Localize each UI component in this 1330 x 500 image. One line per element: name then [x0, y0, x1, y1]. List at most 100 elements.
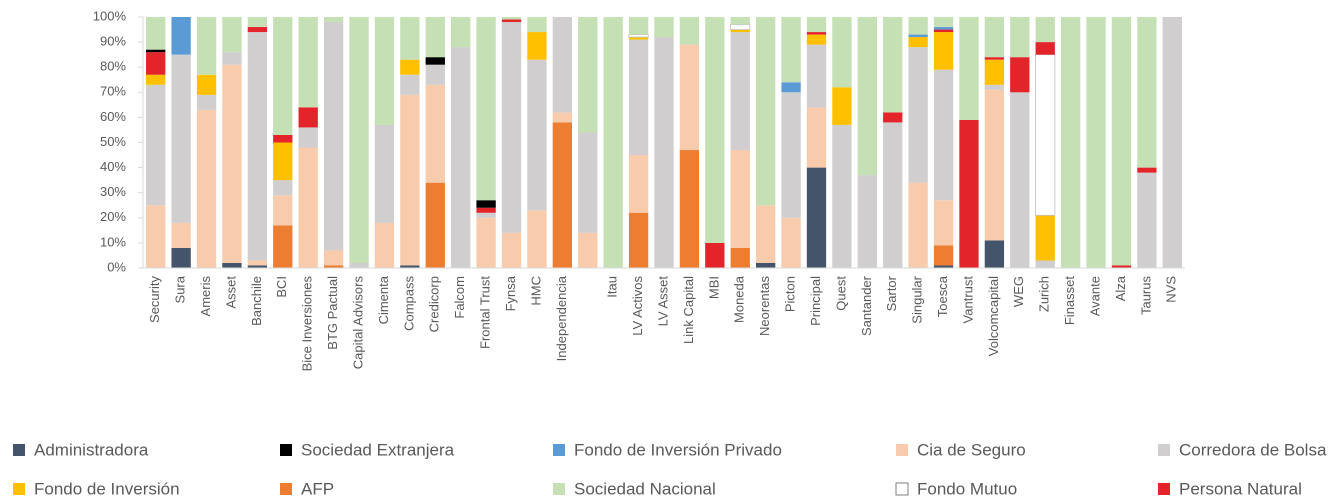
bar-segment: [273, 225, 293, 268]
legend-label: Sociedad Extranjera: [301, 440, 455, 459]
bar-segment: [400, 17, 420, 60]
legend-label: Fondo Mutuo: [917, 479, 1017, 498]
bar-segment: [806, 167, 827, 268]
bar-segment: [908, 47, 928, 183]
bar-segment: [476, 17, 496, 201]
bar-segment: [832, 17, 852, 88]
x-tick-label: Avante: [1087, 276, 1102, 316]
bar-segment: [578, 132, 598, 233]
bar-segment: [1137, 17, 1157, 168]
x-tick-label: Toesca: [935, 275, 950, 317]
y-tick-label: 90%: [100, 34, 126, 49]
bar-segment: [832, 124, 852, 269]
bar-segment: [146, 84, 166, 206]
bar-segment: [806, 107, 827, 168]
bar-segment: [908, 37, 928, 48]
legend-swatch: [553, 444, 565, 456]
bar-segment: [476, 200, 496, 208]
x-tick-label: Taurus: [1138, 276, 1153, 316]
bar-segment: [908, 182, 928, 268]
bar-segment: [196, 109, 217, 269]
bar-segment: [273, 195, 293, 226]
x-tick-label: Singular: [910, 275, 925, 323]
bar-segment: [730, 32, 750, 151]
bar-segment: [476, 207, 496, 213]
bar-segment: [451, 17, 471, 48]
x-tick-label: Asset: [223, 276, 238, 309]
bar-segment: [501, 232, 522, 268]
bar-segment: [756, 17, 776, 206]
x-tick-label: Independencia: [554, 275, 569, 361]
x-tick-label: HMC: [528, 276, 543, 306]
bar-segment: [273, 17, 293, 135]
bar-segment: [196, 17, 217, 75]
bar-segment: [654, 17, 674, 38]
bar-segment: [679, 44, 700, 151]
bar-segment: [1035, 54, 1056, 216]
bar-segment: [883, 122, 903, 268]
bar-segment: [400, 59, 420, 75]
x-tick-label: Link Capital: [681, 276, 696, 344]
bar-segment: [1137, 172, 1157, 268]
bar-segment: [171, 247, 191, 268]
bar-segment: [679, 17, 700, 45]
bar-segment: [883, 17, 903, 113]
bar-segment: [374, 17, 395, 125]
bar-segment: [146, 74, 166, 85]
bar-segment: [247, 32, 268, 261]
bar-segment: [908, 17, 928, 35]
x-tick-label: Santander: [859, 275, 874, 336]
bar-segment: [679, 150, 700, 268]
bar-segment: [628, 34, 649, 38]
bar-segment: [400, 94, 420, 266]
bar-segment: [1137, 167, 1157, 173]
bar-segment: [933, 17, 954, 28]
bar-segment: [349, 262, 369, 268]
x-tick-label: Credicorp: [427, 276, 442, 332]
x-tick-label: Capital Advisors: [350, 276, 365, 370]
x-tick-label: Itau: [605, 276, 620, 298]
bar-segment: [171, 17, 191, 55]
bar-segment: [171, 54, 191, 223]
bar-segment: [451, 47, 471, 269]
bar-segment: [857, 175, 877, 268]
bar-segment: [247, 265, 268, 268]
bar-segment: [146, 205, 166, 268]
bar-segment: [857, 17, 877, 176]
bar-segment: [298, 17, 318, 108]
bar-segment: [552, 122, 572, 268]
bar-segment: [1010, 57, 1030, 93]
bar-segment: [323, 250, 344, 266]
bar-segment: [984, 240, 1005, 268]
legend-label: Administradora: [34, 440, 149, 459]
bar-segment: [527, 210, 547, 268]
bar-segment: [298, 107, 318, 128]
x-tick-label: Bice Inversiones: [300, 276, 315, 372]
bar-segment: [628, 17, 649, 35]
bar-segment: [959, 119, 979, 268]
legend-swatch: [553, 483, 565, 495]
bar-segment: [527, 59, 547, 211]
legend-label: AFP: [301, 479, 334, 498]
bar-segment: [806, 17, 827, 33]
bar-segment: [273, 134, 293, 143]
x-tick-label: Security: [147, 276, 162, 323]
bar-segment: [527, 32, 547, 60]
bar-segment: [247, 17, 268, 28]
bar-segment: [425, 64, 445, 85]
bar-segment: [501, 17, 522, 20]
y-tick-label: 0%: [107, 259, 126, 274]
bar-segment: [705, 242, 725, 268]
x-tick-label: Principal: [808, 276, 823, 326]
bar-segment: [806, 44, 827, 108]
bar-segment: [196, 94, 217, 110]
y-tick-label: 60%: [100, 109, 126, 124]
bar-segment: [933, 245, 954, 266]
bar-segment: [1162, 17, 1182, 268]
x-tick-label: NVS: [1164, 276, 1179, 303]
x-tick-label: Banchile: [249, 276, 264, 326]
x-tick-label: Compass: [401, 276, 416, 331]
legend-swatch: [1158, 444, 1170, 456]
bar-segment: [501, 22, 522, 233]
x-tick-label: Sura: [173, 275, 188, 303]
